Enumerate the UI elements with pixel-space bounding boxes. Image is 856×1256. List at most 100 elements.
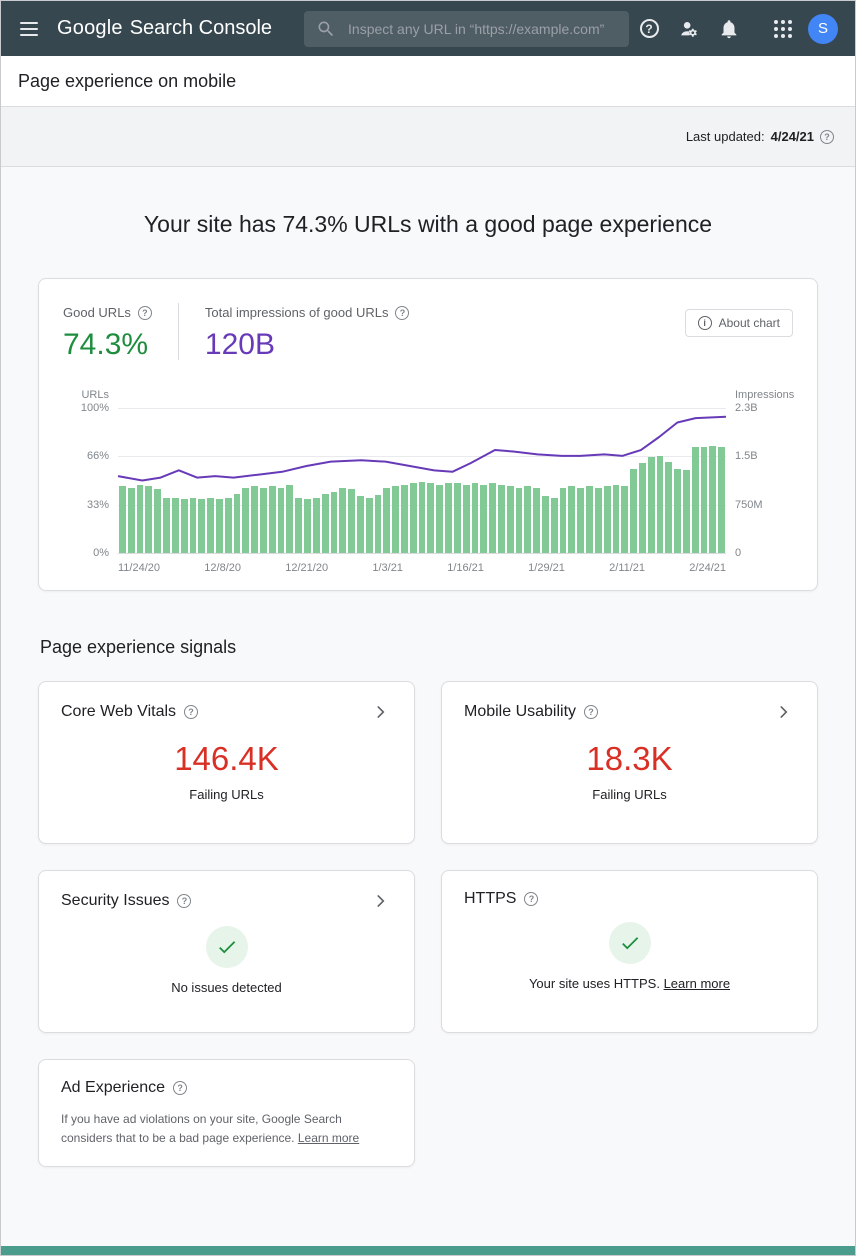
- check-circle-icon: [205, 926, 248, 968]
- chart-bar: [453, 483, 461, 553]
- chart-bar: [304, 499, 311, 553]
- last-updated-label: Last updated:: [685, 129, 765, 144]
- card-title: HTTPS: [464, 890, 517, 907]
- failing-urls-count: 18.3K: [586, 740, 673, 777]
- x-tick-label: 12/21/20: [285, 562, 329, 574]
- ad-experience-help-icon[interactable]: ?: [173, 1081, 188, 1095]
- chart-bar: [171, 497, 179, 553]
- headline: Your site has 74.3% URLs with a good pag…: [143, 211, 713, 237]
- chart-bar: [418, 481, 426, 553]
- help-icon: ?: [639, 19, 659, 38]
- chart-bar: [586, 486, 593, 553]
- chart-bar: [339, 487, 347, 553]
- mobile-usability-help-icon[interactable]: ?: [584, 705, 599, 719]
- chart-right-axis: Impressions 2.3B 1.5B 750M 0: [735, 389, 794, 559]
- impressions-label: Total impressions of good URLs: [204, 305, 389, 320]
- gridline: [118, 456, 726, 458]
- last-updated-strip: Last updated: 4/24/21 ?: [1, 107, 855, 167]
- axis-tick-label: 1.5B: [735, 450, 758, 463]
- chart-bar: [630, 468, 637, 553]
- account-avatar-button[interactable]: S: [803, 9, 843, 49]
- help-button[interactable]: ?: [629, 9, 669, 49]
- axis-tick-label: 100%: [80, 402, 109, 414]
- google-apps-button[interactable]: [763, 9, 803, 49]
- x-tick-label: 11/24/20: [118, 562, 161, 574]
- axis-tick-label: 33%: [86, 498, 109, 511]
- chart-bar: [242, 487, 250, 553]
- chart-bar: [700, 447, 708, 553]
- chart-bar: [180, 499, 188, 553]
- good-urls-help-icon[interactable]: ?: [137, 305, 152, 320]
- chart-left-axis: URLs 100% 66% 33% 0%: [63, 389, 109, 559]
- chart-bar: [594, 487, 602, 553]
- card-title: Mobile Usability: [464, 703, 577, 720]
- chevron-right-icon[interactable]: [370, 890, 392, 912]
- search-input[interactable]: [346, 19, 617, 38]
- product-logo[interactable]: Google Search Console: [57, 17, 272, 40]
- top-app-bar: Google Search Console ? S: [1, 1, 855, 56]
- chart-bar: [621, 486, 629, 553]
- x-tick-label: 1/29/21: [528, 562, 565, 574]
- core-web-vitals-help-icon[interactable]: ?: [184, 705, 199, 719]
- menu-button[interactable]: [9, 9, 49, 49]
- page-experience-chart-card: Good URLs ? 74.3% Total impressions of g…: [38, 278, 818, 591]
- hamburger-icon: [20, 21, 38, 36]
- good-urls-value: 74.3%: [63, 328, 149, 361]
- url-inspection-searchbox[interactable]: [304, 10, 629, 47]
- failing-urls-count: 146.4K: [174, 740, 279, 777]
- https-help-icon[interactable]: ?: [524, 892, 539, 906]
- chart-bar: [542, 496, 549, 553]
- search-icon: [316, 19, 336, 39]
- axis-tick-label: 2.3B: [735, 402, 758, 414]
- card-title: Core Web Vitals: [61, 703, 177, 720]
- security-issues-help-icon[interactable]: ?: [177, 894, 192, 908]
- chart: URLs 100% 66% 33% 0% Impressions 2.3B 1: [63, 389, 794, 576]
- chart-bar: [392, 486, 399, 553]
- user-settings-button[interactable]: [669, 9, 709, 49]
- chart-bar: [718, 447, 726, 553]
- card-title: Security Issues: [61, 892, 170, 909]
- chart-bar: [436, 484, 444, 553]
- chart-bar: [401, 484, 408, 553]
- chart-bar: [136, 484, 144, 553]
- x-tick-label: 2/11/21: [609, 562, 646, 574]
- chart-bar: [330, 492, 338, 553]
- security-status-text: No issues detected: [171, 980, 282, 995]
- about-chart-button[interactable]: i About chart: [684, 309, 793, 337]
- chevron-right-icon[interactable]: [773, 701, 795, 723]
- chart-bar: [127, 487, 135, 553]
- chart-bar: [647, 457, 655, 553]
- card-ad-experience: Ad Experience ? If you have ad violation…: [38, 1059, 415, 1168]
- ad-experience-learn-more-link[interactable]: Learn more: [297, 1130, 360, 1145]
- impressions-help-icon[interactable]: ?: [395, 305, 410, 320]
- chart-bar: [224, 497, 232, 553]
- good-urls-label: Good URLs: [63, 305, 131, 320]
- left-axis-title: URLs: [81, 389, 109, 401]
- card-core-web-vitals[interactable]: Core Web Vitals ? 146.4K Failing URLs: [38, 681, 415, 844]
- x-tick-label: 1/16/21: [447, 562, 484, 574]
- google-logo-text: Google: [57, 17, 123, 39]
- https-learn-more-link[interactable]: Learn more: [663, 976, 731, 991]
- page-title: Page experience on mobile: [18, 70, 237, 91]
- apps-grid-icon: [774, 19, 792, 38]
- chart-bar: [163, 497, 170, 553]
- ad-experience-text: If you have ad violations on your site, …: [61, 1112, 342, 1145]
- chart-bar: [260, 487, 267, 553]
- chart-bar: [268, 486, 276, 553]
- chart-bar: [277, 487, 285, 553]
- chart-bar: [638, 463, 646, 553]
- notifications-button[interactable]: [709, 9, 749, 49]
- chart-bar: [471, 483, 479, 553]
- card-mobile-usability[interactable]: Mobile Usability ? 18.3K Failing URLs: [441, 681, 818, 844]
- product-name-text: Search Console: [129, 17, 273, 39]
- card-https[interactable]: HTTPS ? Your site uses HTTPS. Learn more: [441, 870, 818, 1033]
- axis-tick-label: 0%: [93, 547, 109, 559]
- card-security-issues[interactable]: Security Issues ? No issues detected: [38, 870, 415, 1033]
- last-updated-help-icon[interactable]: ?: [820, 129, 834, 144]
- axis-tick-label: 66%: [86, 450, 109, 463]
- chart-bar: [286, 484, 294, 553]
- chevron-right-icon[interactable]: [370, 701, 392, 723]
- chart-bar: [348, 489, 355, 553]
- bell-icon: [718, 18, 740, 40]
